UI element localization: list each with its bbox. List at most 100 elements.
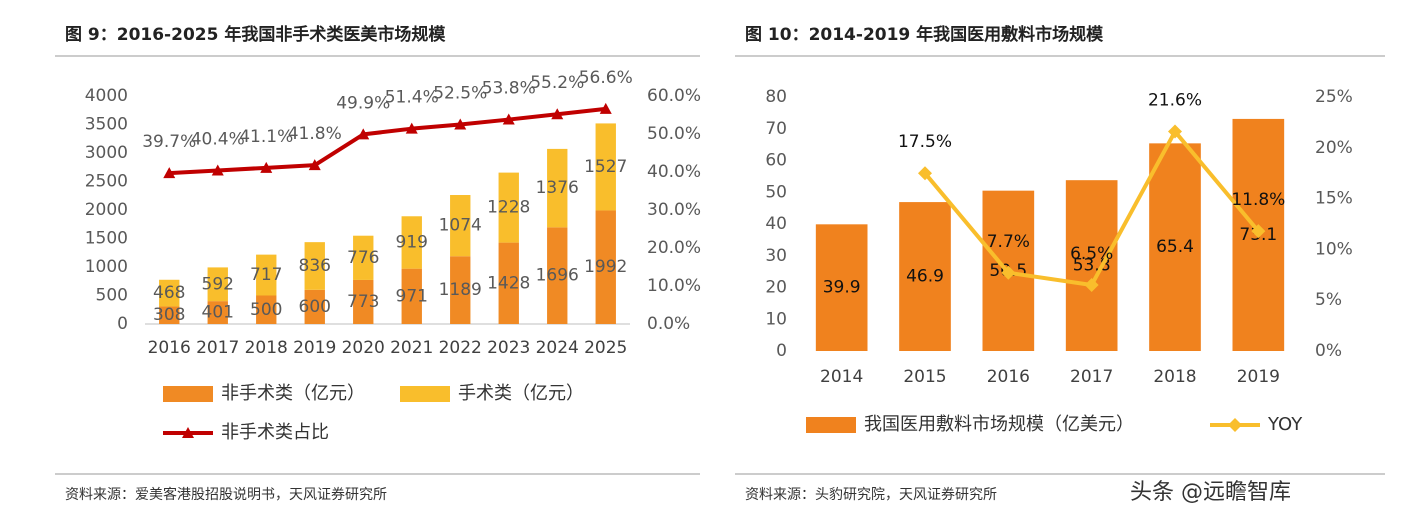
line-value-label: 56.6% (579, 68, 633, 88)
y-tick-label: 50 (765, 182, 787, 202)
bar (256, 254, 277, 296)
x-tick-label: 2018 (1153, 367, 1196, 387)
bar-value-label: 1696 (536, 266, 579, 286)
y2-tick-label: 0.0% (647, 314, 690, 334)
legend-swatch (400, 386, 450, 402)
bar (256, 295, 277, 324)
x-tick-label: 2017 (1070, 367, 1113, 387)
line-marker (1001, 265, 1016, 280)
y2-tick-label: 10% (1315, 239, 1353, 259)
bar-value-label: 600 (299, 297, 331, 317)
line-value-label: 41.1% (239, 127, 293, 147)
bar (450, 195, 471, 257)
bar-value-label: 1074 (439, 216, 482, 236)
line-value-label: 11.8% (1231, 190, 1285, 210)
y-tick-label: 4000 (85, 86, 128, 106)
y2-tick-label: 25% (1315, 87, 1353, 107)
source-note: 资料来源：头豹研究院，天风证券研究所 (745, 487, 997, 503)
x-tick-label: 2023 (487, 338, 530, 358)
x-tick-label: 2019 (1237, 367, 1280, 387)
line-marker (357, 128, 370, 140)
bar (304, 289, 325, 324)
bar (498, 242, 519, 324)
line-value-label: 39.7% (142, 132, 196, 152)
bar-value-label: 836 (299, 256, 331, 276)
y-tick-label: 80 (765, 87, 787, 107)
chart-title: 图 10：2014-2019 年我国医用敷料市场规模 (745, 24, 1104, 45)
line-value-label: 7.7% (987, 232, 1030, 252)
bar-value-label: 1228 (487, 198, 530, 218)
bar-value-label: 776 (347, 248, 379, 268)
legend-swatch (163, 386, 213, 402)
bar (547, 148, 568, 228)
x-tick-label: 2024 (536, 338, 579, 358)
line-marker (163, 167, 176, 179)
line-value-label: 53.8% (482, 79, 536, 99)
y-tick-label: 10 (765, 309, 787, 329)
bar (401, 268, 422, 324)
line-marker (405, 122, 418, 134)
legend-label: YOY (1267, 414, 1303, 435)
legend-label: 我国医用敷料市场规模（亿美元） (864, 414, 1134, 435)
bar (1065, 180, 1118, 351)
bar-value-label: 1992 (584, 257, 627, 277)
line-marker (551, 108, 564, 120)
line-marker (454, 118, 467, 130)
legend-label: 非手术类（亿元） (221, 383, 365, 404)
line-marker (1168, 124, 1182, 139)
x-tick-label: 2017 (196, 338, 239, 358)
bar-value-label: 401 (202, 303, 234, 323)
line-marker (1251, 224, 1266, 239)
bar (353, 235, 374, 280)
bar-value-label: 717 (250, 265, 282, 285)
y2-tick-label: 0% (1315, 341, 1342, 361)
line-marker (918, 166, 932, 181)
x-tick-label: 2015 (903, 367, 946, 387)
bar-value-label: 46.9 (906, 267, 944, 287)
x-tick-label: 2021 (390, 338, 433, 358)
bar-value-label: 308 (153, 305, 185, 325)
line (169, 106, 606, 176)
y2-tick-label: 20.0% (647, 238, 701, 258)
y-tick-label: 0 (117, 314, 128, 334)
bar (353, 279, 374, 324)
line-value-label: 55.2% (530, 73, 584, 93)
y2-tick-label: 30.0% (647, 200, 701, 220)
x-tick-label: 2025 (584, 338, 627, 358)
chart-title: 图 9：2016-2025 年我国非手术类医美市场规模 (65, 24, 446, 45)
y-tick-label: 1000 (85, 257, 128, 277)
y-tick-label: 3000 (85, 143, 128, 163)
bar-value-label: 65.4 (1156, 237, 1194, 257)
x-tick-label: 2014 (820, 367, 863, 387)
legend-swatch (806, 417, 856, 433)
bar (815, 224, 868, 351)
line-value-label: 40.4% (191, 129, 245, 149)
line-value-label: 41.8% (288, 124, 342, 144)
bar-value-label: 971 (396, 286, 428, 306)
bar-value-label: 39.9 (823, 278, 861, 298)
x-tick-label: 2019 (293, 338, 336, 358)
bar (304, 242, 325, 290)
line-marker (211, 164, 224, 176)
line-marker (182, 427, 194, 438)
y2-tick-label: 60.0% (647, 86, 701, 106)
line-marker (1084, 277, 1099, 292)
bar-value-label: 468 (153, 283, 185, 303)
bar (207, 267, 228, 302)
line-marker (1228, 418, 1242, 432)
line-value-label: 52.5% (433, 84, 487, 104)
line-marker (502, 113, 515, 125)
line-marker (260, 161, 273, 173)
bar (401, 216, 422, 269)
y2-tick-label: 50.0% (647, 124, 701, 144)
line-marker (308, 159, 321, 171)
y-tick-label: 40 (765, 214, 787, 234)
line-value-label: 6.5% (1070, 244, 1113, 264)
y-tick-label: 2500 (85, 172, 128, 192)
y-tick-label: 2000 (85, 200, 128, 220)
x-tick-label: 2020 (342, 338, 385, 358)
y2-tick-label: 20% (1315, 138, 1353, 158)
y2-tick-label: 15% (1315, 189, 1353, 209)
x-tick-label: 2016 (987, 367, 1030, 387)
